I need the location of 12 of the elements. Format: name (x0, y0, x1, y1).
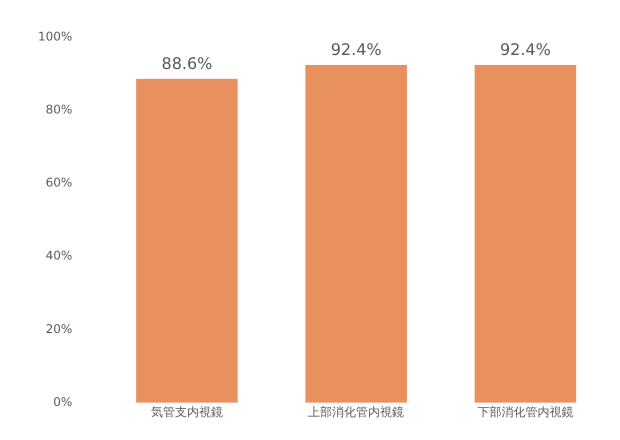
y-tick-label: 80% (46, 102, 72, 116)
x-tick-label: 上部消化管内視鏡 (308, 405, 404, 420)
data-label: 92.4% (330, 40, 382, 60)
y-tick-label: 0% (53, 394, 72, 409)
y-tick-label: 40% (46, 248, 72, 263)
x-tick-label: 気管支内視鏡 (150, 405, 223, 420)
y-tick-label: 20% (46, 322, 72, 336)
y-tick-label: 100% (38, 29, 72, 44)
x-tick-label: 下部消化管内視鏡 (477, 405, 574, 420)
data-label: 92.4% (500, 40, 551, 60)
y-tick-label: 60% (46, 176, 72, 190)
data-label: 88.6% (162, 54, 212, 74)
